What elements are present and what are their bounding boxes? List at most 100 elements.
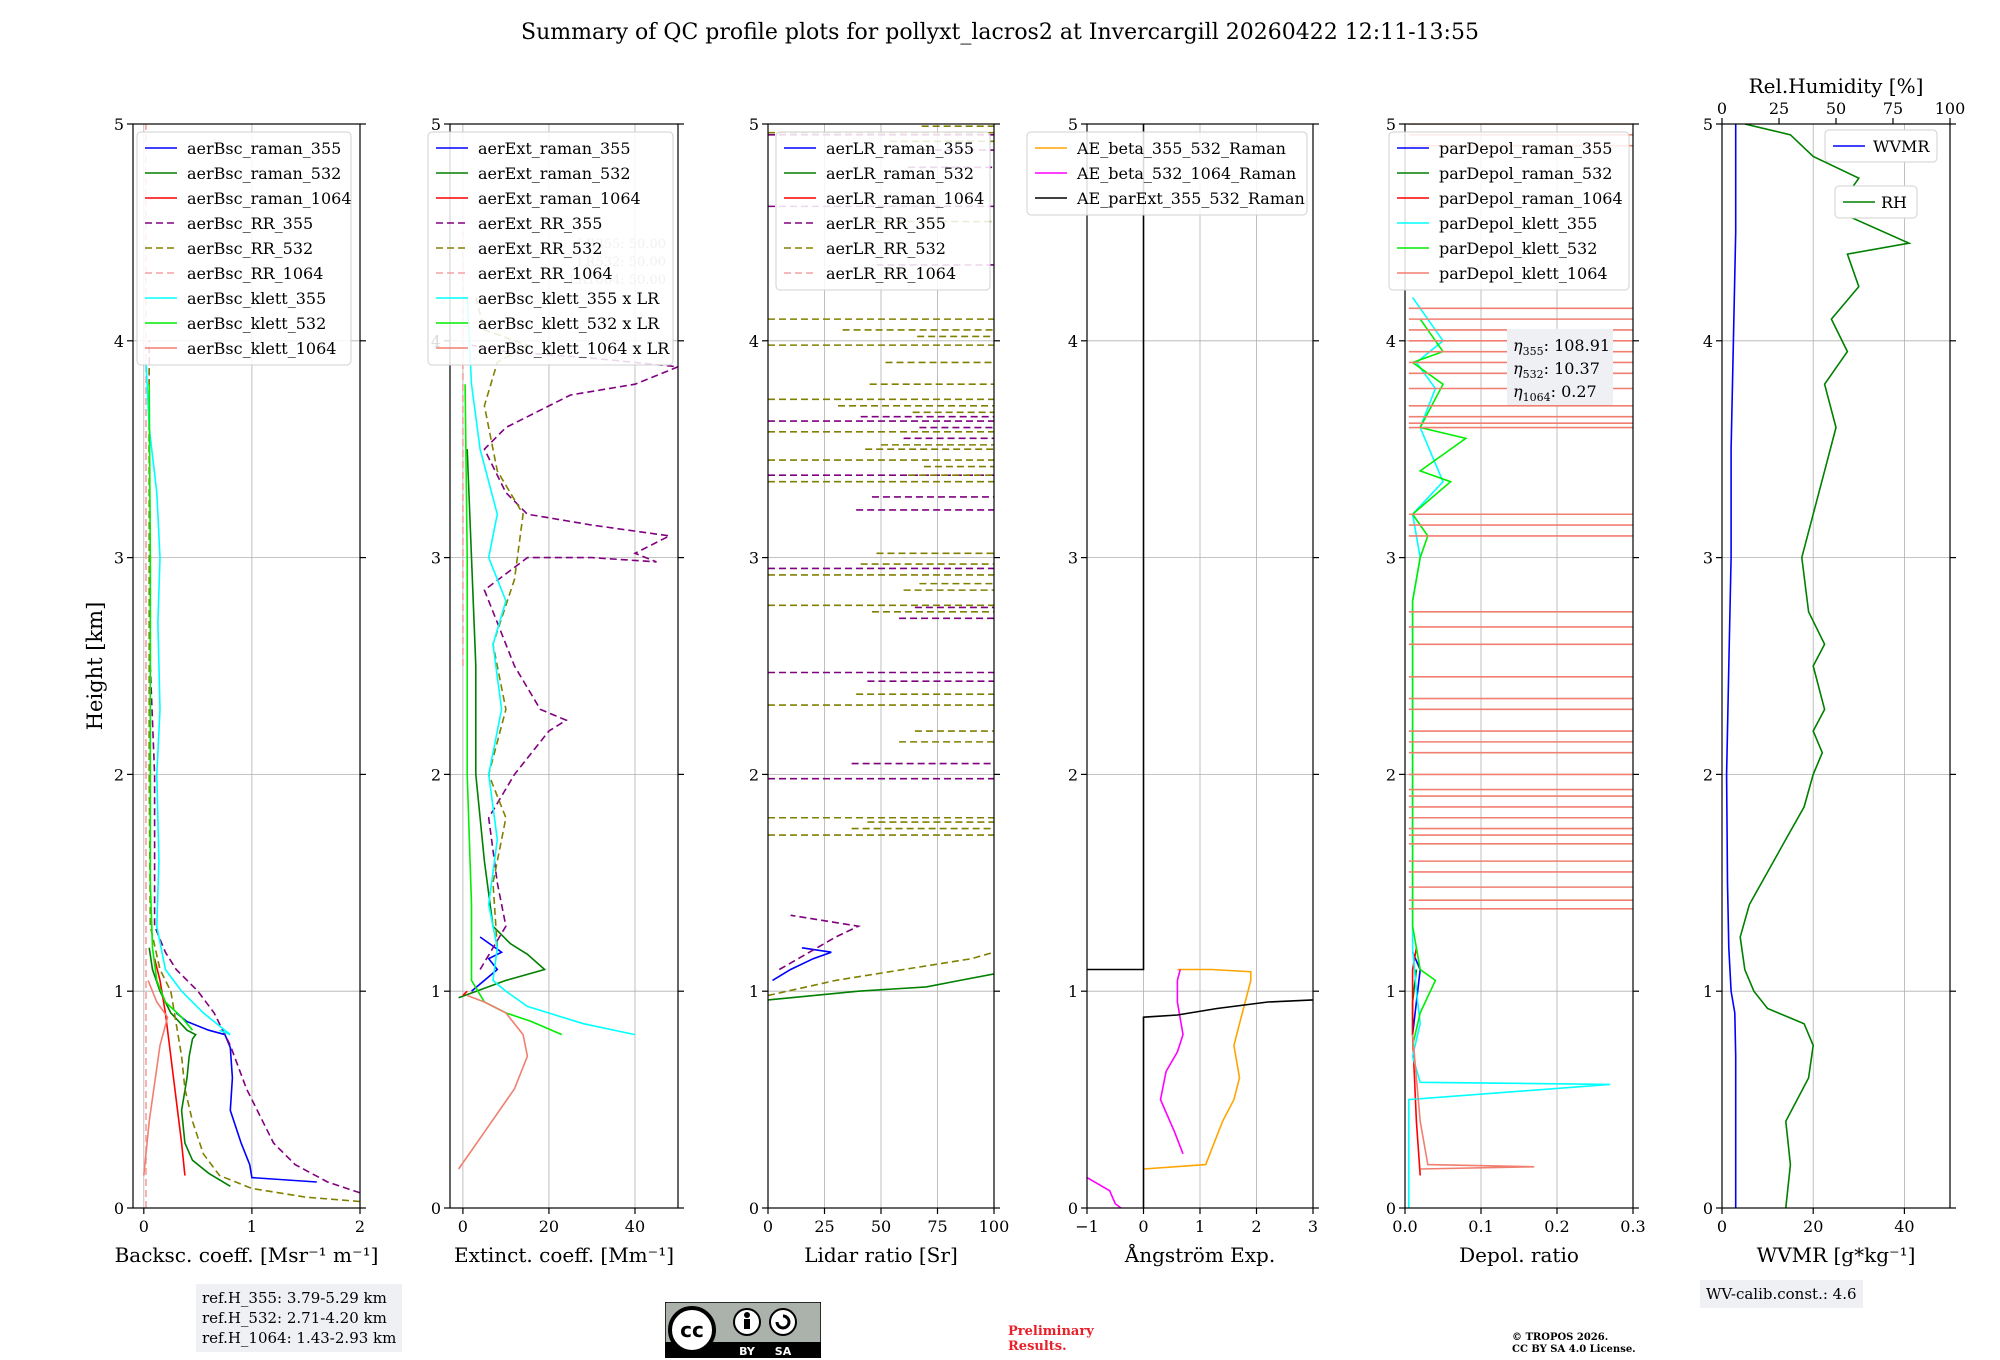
panel-bsc: 0 1 2 0 1 2 3 4 5 Backsc. coeff. [Msr⁻¹ m⁻¹] aerBs… [114, 115, 379, 1267]
y-tick-label: 4 [1703, 332, 1713, 351]
reference-height-box: ref.H_355: 3.79-5.29 km ref.H_532: 2.71-… [196, 1284, 403, 1352]
y-tick-label: 1 [1703, 982, 1713, 1001]
legend-label: parDepol_klett_355 [1439, 214, 1597, 233]
axes-frame [1404, 123, 1634, 1209]
legend-box-wvmr [1824, 129, 1938, 163]
y-tick-label: 3 [114, 549, 124, 568]
preliminary-note: Preliminary Results. [1008, 1324, 1094, 1354]
legend-box [775, 131, 991, 291]
top-x-tick-label: 75 [1883, 99, 1903, 118]
legend-label: AE_parExt_355_532_Raman [1076, 189, 1305, 208]
panel-lr: 0 25 50 75 100 0 1 2 3 4 5 Lidar ratio [Sr] aerLR_ra… [749, 115, 1009, 1267]
top-x-tick-label: 25 [1769, 99, 1789, 118]
eta-subscript: 355 [1523, 345, 1544, 358]
plot-area-wv [1725, 124, 1912, 1208]
legend-label: aerLR_RR_355 [826, 214, 946, 233]
y-tick-label: 0 [749, 1199, 759, 1218]
legend-label: parDepol_raman_355 [1439, 139, 1612, 158]
x-axis-label: Lidar ratio [Sr] [804, 1243, 958, 1267]
eta-value: : 108.91 [1544, 336, 1610, 355]
legend-label: aerBsc_raman_355 [187, 139, 341, 158]
x-axis-label: Depol. ratio [1459, 1243, 1579, 1267]
y-tick-label: 2 [114, 765, 124, 784]
eta-symbol: η [1513, 336, 1523, 355]
x-axis-label: Extinct. coeff. [Mm⁻¹] [454, 1243, 674, 1267]
eta-value: : 0.27 [1551, 382, 1597, 401]
x-tick-label: 2 [1251, 1217, 1261, 1236]
legend-label: aerExt_RR_532 [478, 239, 602, 258]
y-tick-label: 1 [114, 982, 124, 1001]
legend-label: parDepol_raman_1064 [1439, 189, 1623, 208]
eta-label: η532: 10.37 [1513, 359, 1600, 381]
legend-label: aerBsc_klett_355 [187, 289, 326, 308]
legend-label: AE_beta_355_532_Raman [1076, 139, 1286, 158]
legend-label: RH [1881, 193, 1907, 212]
eta-symbol: η [1513, 359, 1523, 378]
series-line [475, 297, 530, 948]
legend-label: aerLR_RR_1064 [826, 264, 956, 283]
legend-label: AE_beta_532_1064_Raman [1076, 164, 1296, 183]
legend-label: aerBsc_RR_355 [187, 214, 313, 233]
x-tick-label: 50 [871, 1217, 891, 1236]
y-tick-label: 0 [431, 1199, 441, 1218]
series-line [153, 958, 186, 1176]
series-line [143, 980, 169, 1176]
preliminary-line-2: Results. [1008, 1339, 1067, 1354]
legend-label: aerLR_raman_1064 [826, 189, 984, 208]
ref-height-355: ref.H_355: 3.79-5.29 km [202, 1289, 387, 1307]
y-tick-label: 1 [749, 982, 759, 1001]
figure-title: Summary of QC profile plots for pollyxt_… [521, 20, 1479, 45]
series-line [1159, 969, 1184, 1155]
series-line [148, 947, 231, 1187]
legend-label: aerExt_raman_355 [478, 139, 631, 158]
legend-label: aerBsc_klett_355 x LR [478, 289, 660, 308]
eta-symbol: η [1513, 382, 1523, 401]
y-tick-label: 1 [1068, 982, 1078, 1001]
legend-box [427, 131, 674, 366]
legend-label: aerBsc_RR_532 [187, 239, 313, 258]
legend-label: aerExt_raman_1064 [478, 189, 641, 208]
panel-ext: 02040012345Extinct. coeff. [Mm⁻¹]LR355: … [427, 115, 684, 1267]
x-tick-label: 20 [1803, 1217, 1823, 1236]
legend-box-rh [1834, 185, 1918, 219]
x-tick-label: 2 [355, 1217, 365, 1236]
x-axis-label: Backsc. coeff. [Msr⁻¹ m⁻¹] [115, 1243, 379, 1267]
y-tick-label: 5 [114, 115, 124, 134]
x-tick-label: 1 [1195, 1217, 1205, 1236]
eta-label: η355: 108.91 [1513, 336, 1610, 358]
y-tick-label: 5 [431, 115, 441, 134]
legend-label: aerBsc_RR_1064 [187, 264, 323, 283]
legend-label: aerBsc_klett_1064 x LR [478, 339, 670, 358]
x-tick-label: 75 [927, 1217, 947, 1236]
series-line [1739, 124, 1912, 1208]
y-axis-label: Height [km] [83, 602, 107, 731]
y-tick-label: 3 [1068, 549, 1078, 568]
y-tick-label: 5 [749, 115, 759, 134]
legend-label: aerBsc_klett_532 [187, 314, 326, 333]
top-x-tick-label: 0 [1717, 99, 1727, 118]
series-line [1087, 1176, 1122, 1208]
x-tick-label: 40 [625, 1217, 645, 1236]
x-axis-label: WVMR [g*kg⁻¹] [1757, 1243, 1916, 1267]
x-tick-label: 25 [814, 1217, 834, 1236]
series-line [471, 344, 678, 970]
cc-badge-sa-text: SA [775, 1345, 792, 1358]
x-axis-label: Ångström Exp. [1124, 1242, 1275, 1267]
legend-label: parDepol_klett_532 [1439, 239, 1597, 258]
preliminary-line-1: Preliminary [1008, 1324, 1094, 1339]
copyright-note: © TROPOS 2026. CC BY SA 4.0 License. [1512, 1332, 1636, 1356]
series-line [462, 990, 468, 997]
x-tick-label: 1 [247, 1217, 257, 1236]
legend-label: aerExt_raman_532 [478, 164, 631, 183]
legend-box [136, 131, 352, 366]
x-tick-label: 0 [458, 1217, 468, 1236]
y-tick-label: 5 [1068, 115, 1078, 134]
x-tick-label: 0.0 [1392, 1217, 1417, 1236]
top-x-tick-label: 50 [1826, 99, 1846, 118]
y-tick-label: 4 [1386, 332, 1396, 351]
series-line [148, 362, 360, 1203]
series-line [148, 340, 360, 1194]
series-line [1725, 124, 1737, 1208]
